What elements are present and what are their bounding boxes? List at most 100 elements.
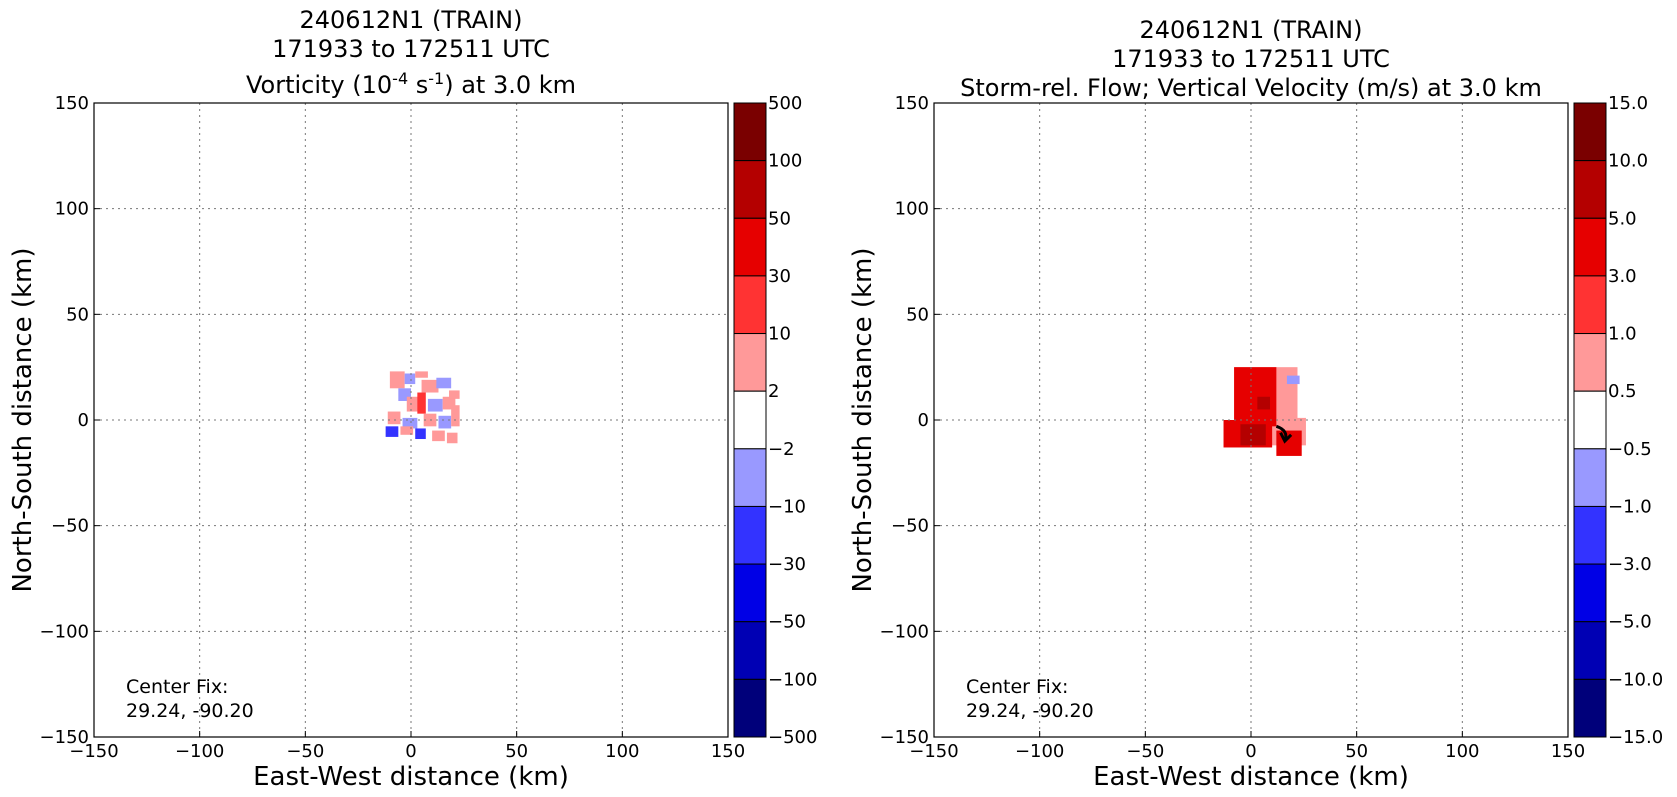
colorbar-segment [1573,678,1607,738]
field-patch [400,426,414,435]
colorbar-label: −500 [768,727,817,748]
chart-field-title: Vorticity (10-4 s-1) at 3.0 km [246,69,576,99]
field-patch [449,390,460,399]
x-tick-label: 0 [1245,741,1256,762]
plot-frame [93,102,729,738]
colorbar-segment [733,678,767,738]
x-tick-label: 150 [1551,741,1585,762]
colorbar-label: −100 [768,669,817,690]
y-tick-label: −50 [51,516,89,537]
field-patch [406,396,420,412]
field-patch [427,398,443,412]
title-text: ) at 3.0 km [444,71,576,99]
colorbar-segment [733,563,767,623]
y-tick-label: −150 [880,727,929,748]
field-patch [432,430,445,442]
colorbar-segment [1573,275,1607,335]
y-tick-label: −100 [880,621,929,642]
x-tick-label: −100 [175,741,224,762]
center-fix-value: 29.24, -90.20 [966,700,1094,722]
y-tick-label: −50 [891,516,929,537]
colorbar-segment [733,160,767,219]
y-axis-label: North-South distance (km) [8,247,38,592]
colorbar-label: 100 [768,151,802,172]
chart-title: 240612N1 (TRAIN) [299,6,522,34]
colorbar-segment [733,275,767,335]
field-patch [438,415,452,429]
colorbar-segment [733,448,767,507]
colorbar-segment [1573,505,1607,565]
title-superscript: -4 [392,69,408,88]
y-axis-label: North-South distance (km) [848,247,878,592]
y-tick-label: 50 [906,304,929,325]
chart-subtitle: 171933 to 172511 UTC [1112,45,1390,73]
colorbar-segment [1573,333,1607,392]
title-text: Vorticity (10 [246,71,392,99]
colorbar-label: 1.0 [1608,324,1637,345]
y-tick-label: −150 [40,727,89,748]
colorbar-label: −50 [768,612,806,633]
colorbar-label: −15.0 [1608,727,1663,748]
colorbar-segment [1573,160,1607,219]
colorbar-segment [1573,621,1607,680]
x-tick-label: 50 [505,741,528,762]
y-tick-label: 100 [895,199,929,220]
y-tick-label: 0 [78,410,89,431]
field-patch [402,417,418,429]
colorbar-label: 10 [768,324,791,345]
colorbar-segment [1573,563,1607,623]
center-fix-label: Center Fix: [966,676,1068,698]
field-patch [446,432,458,444]
colorbar-label: 3.0 [1608,266,1637,287]
colorbar-label: 50 [768,208,791,229]
colorbar-segment [733,217,767,277]
chart-field-title: Storm-rel. Flow; Vertical Velocity (m/s)… [960,74,1542,102]
colorbar-label: −2 [768,439,795,460]
colorbar-label: −10.0 [1608,669,1663,690]
colorbar-segment [1573,102,1607,162]
x-tick-label: −100 [1015,741,1064,762]
y-tick-label: 150 [55,93,89,114]
colorbar-label: 5.0 [1608,208,1637,229]
colorbar-label: 30 [768,266,791,287]
colorbar-label: −0.5 [1608,439,1652,460]
y-tick-label: 0 [918,410,929,431]
field-patch [415,428,426,440]
field-patch [421,379,439,393]
x-tick-label: −50 [286,741,324,762]
title-text: s [408,71,428,99]
field-patch [404,373,416,385]
y-tick-label: 50 [66,304,89,325]
colorbar-label: −10 [768,496,806,517]
x-tick-label: 100 [1445,741,1479,762]
title-superscript: -1 [428,69,444,88]
field-patch [1257,396,1271,410]
field-patch [1240,424,1266,446]
colorbar-label: 15.0 [1608,93,1648,114]
colorbar-segment [733,390,767,450]
colorbar-segment [1573,448,1607,507]
colorbar-label: 0.5 [1608,381,1637,402]
x-tick-label: 0 [405,741,416,762]
colorbar-label: −3.0 [1608,554,1652,575]
title-text: Storm-rel. Flow; Vertical Velocity (m/s)… [960,74,1542,102]
flow-arrowhead [1279,432,1293,444]
field-patch [1286,375,1300,385]
plot-frame [933,102,1569,738]
x-tick-label: −50 [1126,741,1164,762]
chart-panel-1: 240612N1 (TRAIN)171933 to 172511 UTC Vort… [8,6,817,792]
x-tick-label: 50 [1345,741,1368,762]
chart-subtitle: 171933 to 172511 UTC [272,35,550,63]
field-patch [436,377,452,389]
field-patch [451,405,460,427]
colorbar-label: −30 [768,554,806,575]
colorbar-segment [1573,217,1607,277]
field-patch [389,371,405,389]
colorbar-segment [733,333,767,392]
colorbar-segment [1573,390,1607,450]
y-tick-label: 150 [895,93,929,114]
field-patch [385,426,399,437]
chart-panel-2: 240612N1 (TRAIN)171933 to 172511 UTCStor… [848,16,1663,792]
chart-title: 240612N1 (TRAIN) [1139,16,1362,44]
